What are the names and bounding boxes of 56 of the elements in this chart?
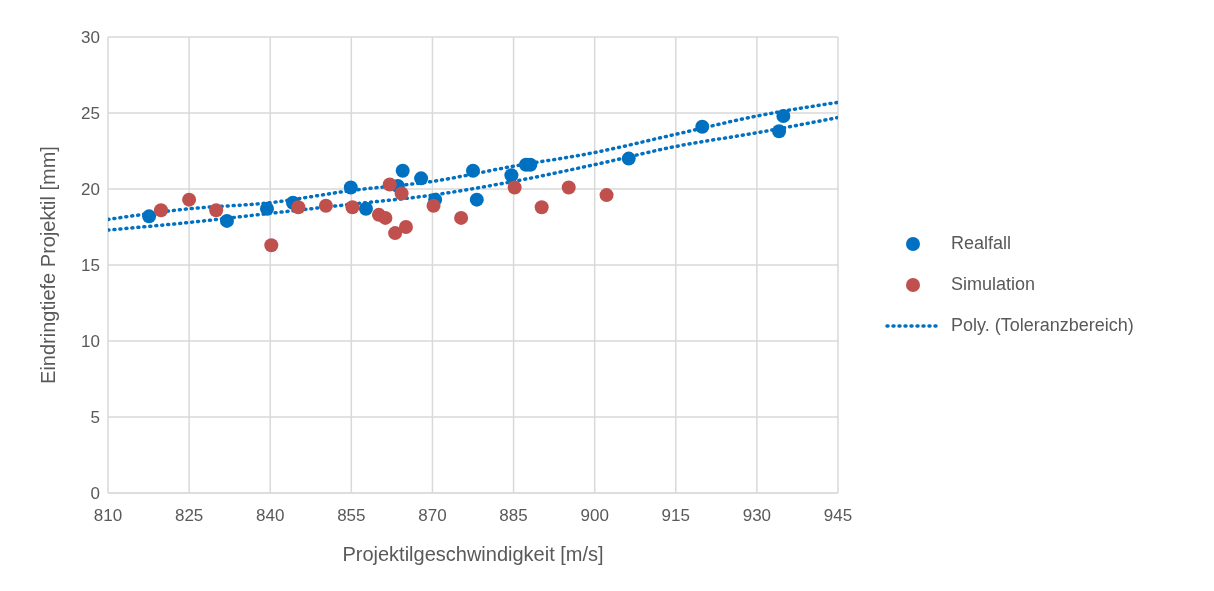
y-tick-label: 10 <box>81 332 100 352</box>
point <box>507 180 522 195</box>
point <box>264 238 279 253</box>
point <box>153 203 168 218</box>
point <box>561 180 576 195</box>
y-tick-label: 20 <box>81 180 100 200</box>
point <box>621 151 636 166</box>
x-tick-label: 810 <box>93 506 123 526</box>
y-tick-label: 0 <box>90 484 100 504</box>
point <box>318 198 333 213</box>
point <box>695 119 710 134</box>
point <box>395 163 410 178</box>
point <box>388 226 403 241</box>
legend-label: Realfall <box>951 233 1012 254</box>
x-tick-label: 915 <box>661 506 690 526</box>
point <box>469 192 484 207</box>
y-axis-title: Eindringtiefe Projektil [mm] <box>37 146 60 384</box>
point <box>534 200 549 215</box>
x-tick-label: 840 <box>256 506 285 526</box>
legend-label: Simulation <box>951 274 1036 295</box>
point <box>259 201 274 216</box>
point <box>142 209 157 224</box>
point <box>345 200 360 215</box>
x-tick-label: 855 <box>337 506 366 526</box>
y-tick-label: 15 <box>81 256 100 276</box>
point <box>358 201 373 216</box>
point <box>343 180 358 195</box>
point <box>182 192 197 207</box>
x-tick-label: 900 <box>580 506 609 526</box>
point <box>219 213 234 228</box>
y-tick-label: 5 <box>90 408 100 428</box>
point <box>426 198 441 213</box>
point <box>454 210 469 225</box>
x-tick-label: 885 <box>499 506 528 526</box>
point <box>504 168 519 183</box>
point <box>466 163 480 178</box>
x-tick-label: 945 <box>823 506 853 526</box>
y-tick-label: 25 <box>81 104 100 124</box>
legend-label: Poly. (Toleranzbereich) <box>951 315 1134 336</box>
point <box>394 186 409 201</box>
line-series <box>108 115 838 232</box>
x-axis-title: Projektilgeschwindigkeit [m/s] <box>342 543 604 565</box>
x-tick-label: 825 <box>174 506 204 526</box>
line-series <box>108 100 838 222</box>
point <box>378 210 393 225</box>
point <box>398 220 413 234</box>
point <box>414 171 429 186</box>
point <box>776 109 791 124</box>
point <box>209 203 224 218</box>
point <box>772 124 787 139</box>
x-tick-label: 930 <box>742 506 772 526</box>
point <box>291 200 306 215</box>
x-tick-label: 870 <box>418 506 447 526</box>
point <box>382 177 397 192</box>
point <box>599 188 614 203</box>
y-tick-label: 30 <box>81 28 100 48</box>
